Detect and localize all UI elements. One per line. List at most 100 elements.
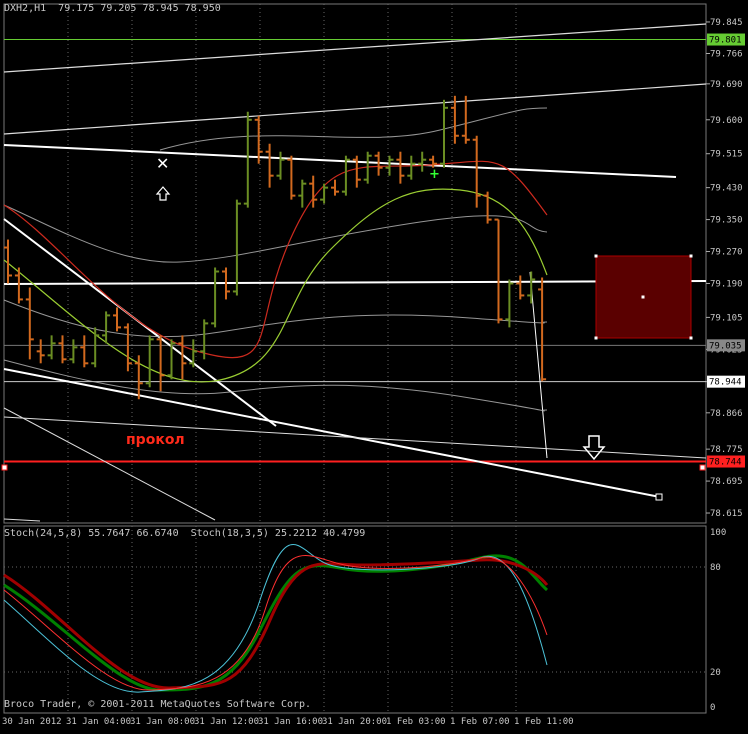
price-bar — [14, 267, 23, 304]
envelope-line — [159, 107, 548, 151]
price-bar — [440, 99, 448, 168]
price-bar — [91, 327, 100, 368]
price-bar — [331, 179, 339, 196]
up-arrow-icon — [155, 186, 171, 201]
box-handle — [689, 254, 693, 258]
price-bar — [80, 335, 89, 368]
price-bar — [178, 335, 187, 380]
trend-line — [3, 407, 216, 521]
price-bar — [320, 183, 329, 204]
box-handle — [689, 336, 693, 340]
price-axis: 79.845 79.766 79.690 79.600 79.515 79.430 79.3… — [706, 18, 745, 713]
envelope-line — [3, 299, 548, 338]
time-label: 1 Feb 03:00 — [386, 717, 446, 727]
price-bar — [494, 218, 503, 324]
trend-line — [3, 416, 707, 459]
time-label: 31 Jan 20:00 — [322, 717, 387, 727]
level-red-badge — [707, 455, 745, 468]
time-label: 1 Feb 07:00 — [450, 717, 510, 727]
price-bar — [450, 95, 459, 144]
price-tick-label: 78.775 — [710, 445, 743, 455]
overlay-objects: ✕ + прокол — [1, 154, 706, 501]
stoch-tick-label: 80 — [710, 563, 721, 573]
price-tick-label: 79.600 — [710, 116, 743, 126]
price-tick-label: 79.845 — [710, 18, 743, 28]
price-tick-label: 78.695 — [710, 477, 743, 487]
stoch-main-green — [3, 554, 548, 692]
price-bar — [222, 267, 230, 300]
time-label: 31 Jan 12:00 — [194, 717, 259, 727]
price-bar — [538, 277, 547, 382]
price-bar — [472, 135, 481, 208]
line-handle — [1, 464, 8, 471]
price-bar — [69, 339, 78, 364]
time-label: 1 Feb 11:00 — [514, 717, 574, 727]
time-label: 31 Jan 04:00 — [66, 717, 131, 727]
price-bar — [25, 287, 34, 360]
last-price-badge — [707, 375, 745, 388]
price-bar — [516, 275, 525, 300]
price-bar — [461, 95, 470, 144]
last-price-label: 78.944 — [709, 378, 742, 388]
price-bar — [36, 339, 45, 364]
price-bar — [298, 179, 307, 208]
copyright-text: Broco Trader, © 2001-2011 MetaQuotes Sof… — [4, 699, 312, 710]
price-bar — [243, 111, 252, 208]
stoch-tick-label: 100 — [710, 528, 726, 538]
price-bar — [254, 115, 263, 164]
price-bar — [102, 311, 111, 344]
price-bar — [113, 307, 121, 332]
price-bar — [505, 279, 514, 328]
price-tick-label: 79.690 — [710, 80, 743, 90]
price-bar — [385, 155, 394, 176]
price-bar — [265, 143, 274, 188]
trend-line — [3, 368, 661, 498]
level-red-label: 78.744 — [709, 458, 742, 468]
plus-marker: + — [429, 167, 440, 182]
price-tick-label: 79.430 — [710, 184, 743, 194]
price-bar — [211, 267, 220, 328]
price-bar — [47, 335, 56, 360]
price-bar — [287, 155, 296, 200]
price-tick-label: 78.615 — [710, 509, 743, 519]
trend-line — [3, 23, 707, 73]
time-label: 31 Jan 08:00 — [130, 717, 195, 727]
price-tick-label: 79.105 — [710, 313, 743, 323]
price-bar — [483, 191, 492, 224]
annotation-label: прокол — [126, 432, 185, 448]
price-bar — [407, 155, 416, 180]
price-bars — [4, 95, 547, 400]
price-bar — [363, 151, 372, 184]
price-bar — [167, 339, 176, 380]
grid — [3, 3, 707, 714]
trend-lines — [3, 23, 707, 522]
price-bar — [58, 335, 67, 364]
trend-line — [3, 280, 707, 285]
envelope-line — [3, 359, 548, 412]
stochastic-lines — [3, 544, 549, 693]
box-handle — [641, 295, 645, 299]
price-bar — [189, 339, 198, 368]
box-handle — [594, 254, 598, 258]
price-bar — [429, 155, 438, 168]
level-top-badge — [707, 33, 745, 46]
price-bar — [4, 239, 12, 284]
stoch-tick-label: 20 — [710, 668, 721, 678]
price-tick-label: 78.866 — [710, 409, 743, 419]
stoch-frame — [3, 525, 707, 714]
price-bar — [374, 151, 383, 176]
level-top-label: 79.801 — [709, 36, 742, 46]
ma-green-line — [3, 188, 548, 383]
chart-header: DXH2,H1 79.175 79.205 78.945 78.950 — [4, 3, 221, 14]
x-marker: ✕ — [156, 154, 169, 173]
trend-line — [3, 83, 707, 135]
price-bar — [418, 151, 427, 172]
price-bar — [156, 335, 165, 392]
trend-line — [3, 518, 41, 522]
envelope-line — [3, 204, 548, 263]
stoch-fast-red — [3, 555, 548, 691]
time-label: 30 Jan 2012 — [2, 717, 62, 727]
price-bar — [341, 155, 350, 196]
trend-line — [3, 144, 677, 178]
